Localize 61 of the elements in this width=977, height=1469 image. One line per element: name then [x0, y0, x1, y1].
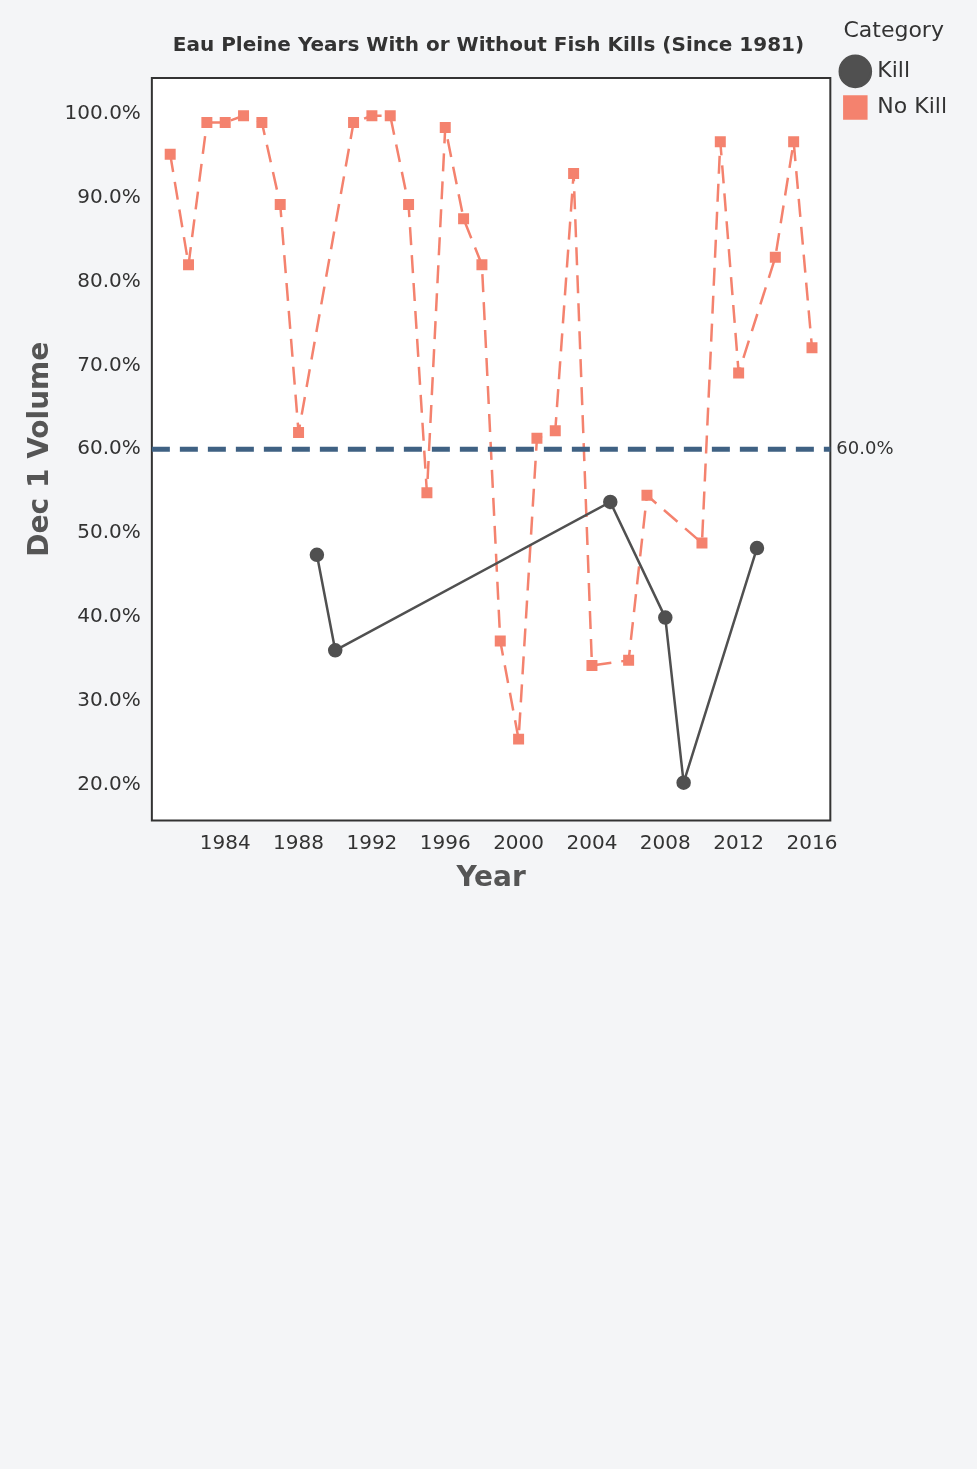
- point: [439, 121, 451, 133]
- legend-label: Kill: [877, 57, 911, 83]
- point: [494, 635, 506, 647]
- point: [219, 116, 231, 128]
- point: [806, 342, 818, 354]
- point: [531, 432, 543, 444]
- x-tick-label: 2016: [786, 829, 838, 854]
- point: [549, 425, 561, 437]
- point: [696, 537, 708, 549]
- point: [309, 547, 325, 563]
- y-tick-label: 90.0%: [77, 184, 141, 209]
- x-tick-label: 1996: [419, 829, 471, 854]
- y-tick-label: 60.0%: [77, 435, 141, 460]
- point: [348, 116, 360, 128]
- y-tick-label: 20.0%: [77, 770, 141, 795]
- chart-title: Eau Pleine Years With or Without Fish Kills (Since 1981): [172, 32, 805, 57]
- legend-label: No Kill: [877, 93, 948, 119]
- point: [421, 487, 433, 499]
- point: [201, 116, 213, 128]
- point: [293, 426, 305, 438]
- x-axis-title: Year: [455, 860, 526, 894]
- point: [274, 199, 286, 211]
- point: [366, 110, 378, 122]
- ref-line-label: 60.0%: [836, 436, 894, 458]
- legend-title: Category: [843, 16, 944, 42]
- x-tick-label: 2000: [493, 829, 545, 854]
- x-tick-label: 1984: [199, 829, 251, 854]
- point: [238, 110, 250, 122]
- point: [327, 643, 343, 658]
- point: [658, 610, 673, 625]
- point: [384, 110, 396, 122]
- point: [586, 659, 598, 671]
- point: [476, 259, 488, 271]
- point: [788, 136, 800, 148]
- point: [714, 136, 726, 148]
- point: [641, 489, 653, 501]
- y-tick-label: 100.0%: [64, 100, 141, 125]
- y-tick-label: 40.0%: [77, 602, 141, 627]
- x-tick-label: 2004: [566, 829, 618, 854]
- point: [623, 654, 635, 666]
- point: [513, 733, 525, 745]
- y-tick-label: 50.0%: [77, 519, 141, 544]
- x-tick-label: 1992: [346, 829, 398, 854]
- point: [749, 540, 765, 556]
- point: [603, 494, 618, 510]
- point: [403, 199, 415, 211]
- point: [733, 367, 745, 379]
- point: [458, 213, 470, 225]
- y-tick-label: 80.0%: [77, 267, 141, 292]
- point: [256, 116, 268, 128]
- point: [676, 775, 691, 790]
- x-tick-label: 2008: [639, 829, 691, 854]
- point: [769, 251, 781, 263]
- x-tick-label: 2012: [713, 829, 765, 854]
- y-axis-title: Dec 1 Volume: [22, 341, 56, 557]
- point: [568, 168, 580, 180]
- x-tick-label: 1988: [273, 829, 325, 854]
- point: [183, 259, 195, 271]
- y-tick-label: 70.0%: [77, 351, 141, 376]
- point: [164, 148, 176, 160]
- y-tick-label: 30.0%: [77, 686, 141, 711]
